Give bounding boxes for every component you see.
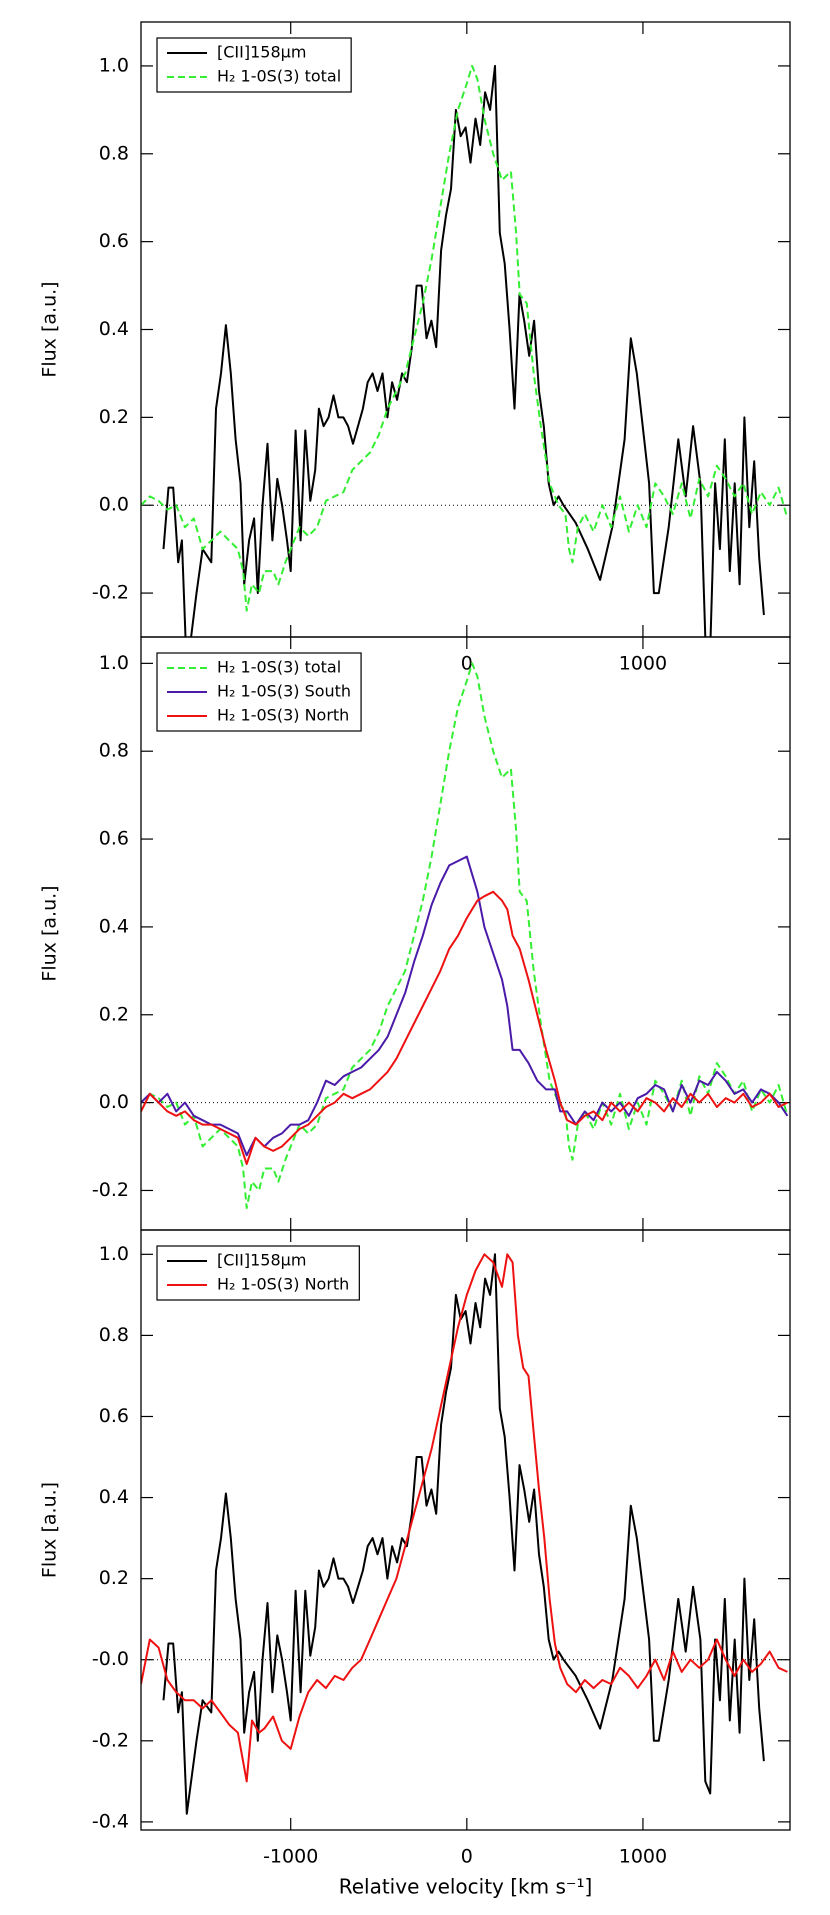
spectrum-line bbox=[141, 890, 788, 1166]
y-tick-label: -0.0 bbox=[92, 1648, 129, 1670]
plot-area bbox=[141, 662, 789, 1209]
spectrum-line bbox=[141, 64, 789, 612]
y-axis-label: Flux [a.u.] bbox=[39, 281, 61, 377]
legend: H₂ 1-0S(3) total H₂ 1-0S(3) South H₂ 1-0S(… bbox=[156, 652, 362, 732]
y-tick-label: 1.0 bbox=[99, 54, 129, 76]
y-tick-label: 0.8 bbox=[99, 142, 129, 164]
y-tick-label: 0.0 bbox=[99, 494, 129, 516]
spectrum-line bbox=[141, 855, 789, 1157]
y-tick-label: 1.0 bbox=[99, 1243, 129, 1265]
legend-label: H₂ 1-0S(3) South bbox=[217, 682, 351, 701]
spectrum-line bbox=[141, 662, 789, 1209]
y-tick-label: 0.4 bbox=[99, 915, 129, 937]
plot-area bbox=[141, 64, 789, 637]
legend-label: H₂ 1-0S(3) North bbox=[217, 1275, 349, 1294]
x-tick-label: -1000 bbox=[263, 1846, 318, 1868]
y-tick-label: 0.6 bbox=[99, 828, 129, 850]
spectrum-line bbox=[162, 1253, 765, 1815]
y-tick-label: 0.6 bbox=[99, 230, 129, 252]
y-tick-label: -0.2 bbox=[92, 1179, 129, 1201]
y-axis-label: Flux [a.u.] bbox=[39, 1482, 61, 1578]
y-axis-label: Flux [a.u.] bbox=[39, 885, 61, 981]
legend-label: [CII]158μm bbox=[217, 43, 306, 62]
frame bbox=[140, 1229, 791, 1831]
x-tick-label: 1000 bbox=[619, 653, 667, 675]
y-tick-label: -0.2 bbox=[92, 1729, 129, 1751]
y-tick-label: 0.8 bbox=[99, 1324, 129, 1346]
y-tick-label: 1.0 bbox=[99, 652, 129, 674]
y-tick-label: -0.2 bbox=[92, 582, 129, 604]
y-tick-label: -0.4 bbox=[92, 1810, 129, 1832]
plot-area bbox=[141, 1253, 788, 1815]
legend-label: H₂ 1-0S(3) total bbox=[217, 658, 341, 677]
y-tick-label: 0.4 bbox=[99, 318, 129, 340]
y-tick-label: 0.2 bbox=[99, 1567, 129, 1589]
x-axis-label: Relative velocity [km s⁻¹] bbox=[339, 1875, 593, 1899]
y-tick-label: 0.2 bbox=[99, 1003, 129, 1025]
legend-label: H₂ 1-0S(3) total bbox=[217, 67, 341, 86]
legend-box bbox=[156, 1245, 360, 1301]
x-tick-label: 0 bbox=[461, 1846, 473, 1868]
y-tick-label: 0.2 bbox=[99, 406, 129, 428]
legend: [CII]158μm H₂ 1-0S(3) North bbox=[156, 1245, 360, 1301]
legend-label: H₂ 1-0S(3) North bbox=[217, 706, 349, 725]
y-tick-label: 0.8 bbox=[99, 740, 129, 762]
x-tick-label: 1000 bbox=[619, 1846, 667, 1868]
frame bbox=[140, 21, 791, 638]
legend-label: [CII]158μm bbox=[217, 1251, 306, 1270]
legend: [CII]158μm H₂ 1-0S(3) total bbox=[156, 37, 352, 93]
spectrum-line bbox=[141, 1253, 788, 1783]
spectrum-line bbox=[162, 64, 765, 637]
legend-box bbox=[156, 37, 352, 93]
y-tick-label: 0.0 bbox=[99, 1091, 129, 1113]
y-tick-label: 0.4 bbox=[99, 1486, 129, 1508]
y-tick-label: 0.6 bbox=[99, 1405, 129, 1427]
